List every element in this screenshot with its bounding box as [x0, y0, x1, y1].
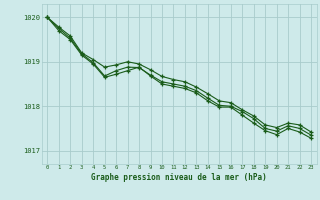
X-axis label: Graphe pression niveau de la mer (hPa): Graphe pression niveau de la mer (hPa) — [91, 173, 267, 182]
